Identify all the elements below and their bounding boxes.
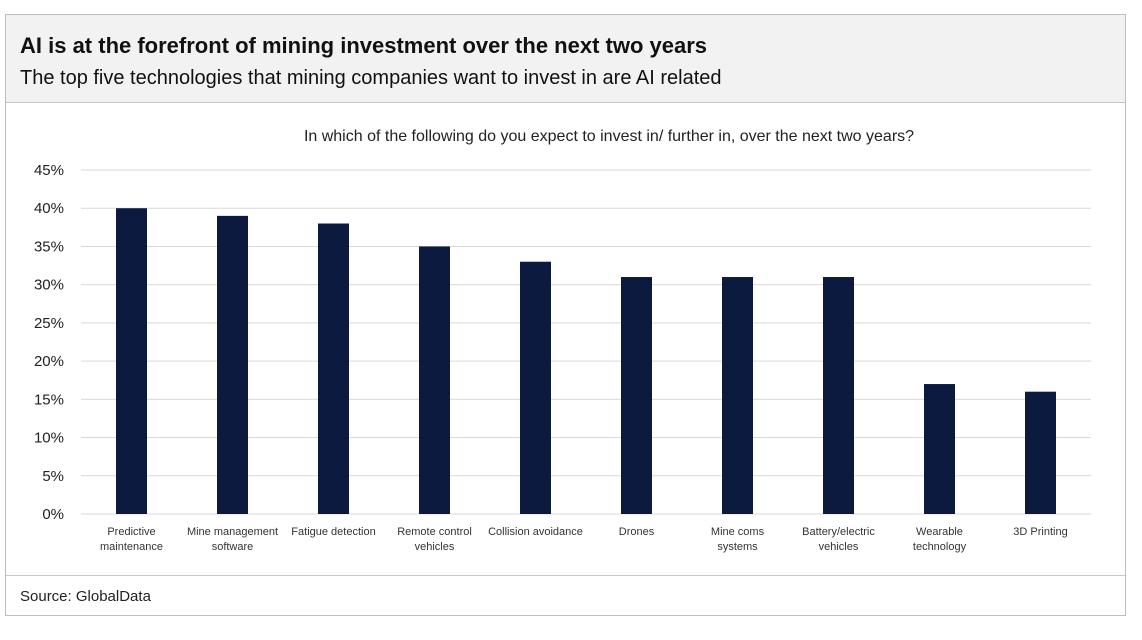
y-tick-label: 10%	[34, 430, 64, 447]
x-tick-label: Remote control	[397, 526, 472, 538]
y-tick-label: 15%	[34, 391, 64, 408]
x-tick-label: technology	[913, 541, 967, 553]
source-note: Source: GlobalData	[20, 588, 151, 605]
bar	[621, 277, 652, 514]
bar	[116, 208, 147, 514]
x-tick-label: Mine management	[187, 526, 278, 538]
x-tick-label: Drones	[619, 526, 655, 538]
x-tick-label: vehicles	[819, 541, 859, 553]
x-tick-label: Fatigue detection	[291, 526, 375, 538]
y-tick-label: 20%	[34, 353, 64, 370]
x-tick-label: vehicles	[415, 541, 455, 553]
bar	[318, 223, 349, 514]
footer: Source: GlobalData	[6, 575, 1125, 615]
page-title: AI is at the forefront of mining investm…	[20, 33, 708, 58]
y-tick-label: 35%	[34, 238, 64, 255]
bar-chart: In which of the following do you expect …	[34, 128, 1091, 553]
x-tick-label: 3D Printing	[1013, 526, 1067, 538]
chart-frame: AI is at the forefront of mining investm…	[5, 14, 1126, 616]
y-tick-label: 5%	[42, 468, 64, 485]
y-tick-label: 25%	[34, 315, 64, 332]
y-tick-label: 30%	[34, 277, 64, 294]
y-tick-label: 45%	[34, 162, 64, 179]
x-tick-label: software	[212, 541, 254, 553]
x-tick-label: Mine coms	[711, 526, 765, 538]
y-tick-label: 0%	[42, 506, 64, 523]
x-tick-label: Collision avoidance	[488, 526, 583, 538]
x-tick-label: systems	[717, 541, 758, 553]
bar	[823, 277, 854, 514]
x-tick-label: Battery/electric	[802, 526, 875, 538]
x-tick-label: maintenance	[100, 541, 163, 553]
page-subtitle: The top five technologies that mining co…	[20, 67, 722, 89]
chart-area: In which of the following do you expect …	[6, 103, 1125, 575]
bar	[924, 384, 955, 514]
y-tick-label: 40%	[34, 200, 64, 217]
header: AI is at the forefront of mining investm…	[6, 15, 1125, 103]
x-tick-label: Wearable	[916, 526, 963, 538]
bar	[520, 261, 551, 514]
bar	[1025, 391, 1056, 514]
chart-title: In which of the following do you expect …	[304, 128, 914, 145]
bar	[419, 246, 450, 514]
bar	[722, 277, 753, 514]
bar	[217, 215, 248, 514]
x-tick-label: Predictive	[107, 526, 155, 538]
